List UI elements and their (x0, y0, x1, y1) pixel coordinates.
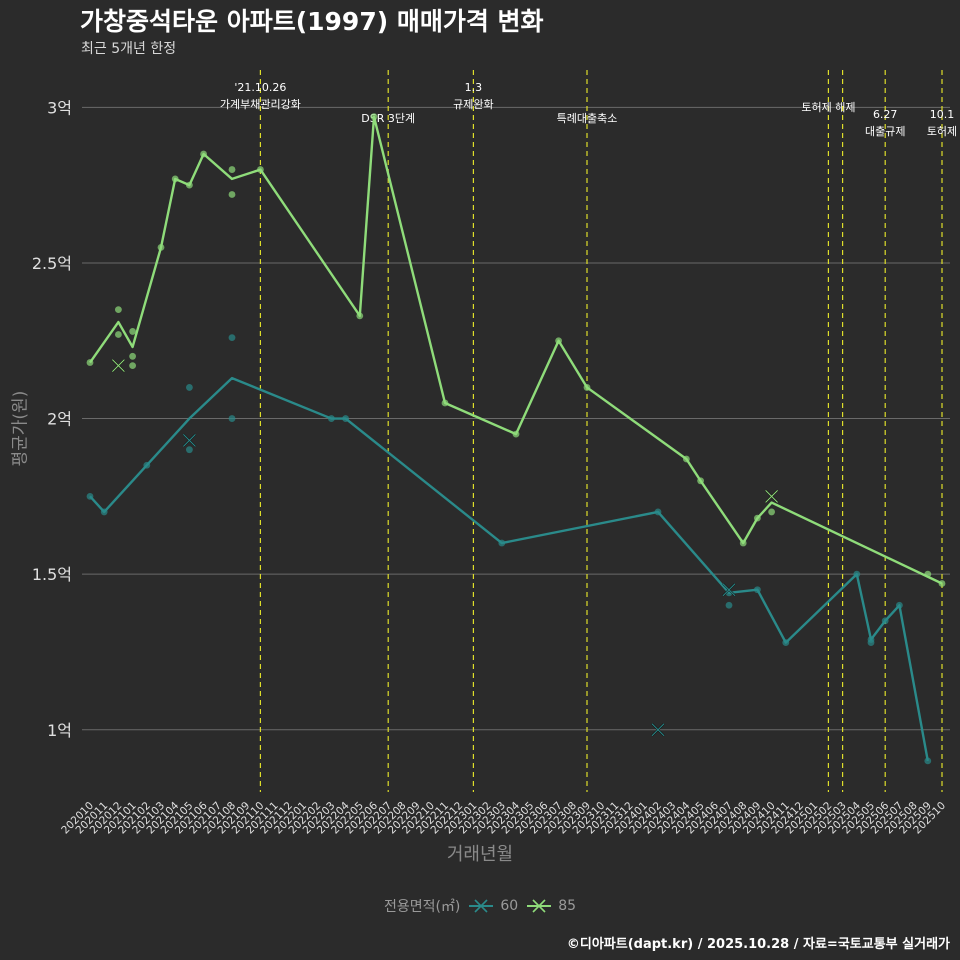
y-axis-label: 평균가(원) (10, 390, 31, 467)
data-point-85 (86, 359, 94, 366)
data-point-60 (782, 639, 790, 647)
cancel-mark-60 (183, 433, 196, 447)
data-point-85 (924, 570, 932, 578)
policy-annotation: 가계부채관리강화 (220, 98, 301, 111)
data-point-60 (881, 617, 889, 625)
policy-annotation: '21.10.26 (234, 81, 286, 94)
cancel-mark-85 (112, 359, 125, 373)
data-point-85 (129, 362, 137, 370)
data-point-85 (129, 352, 137, 360)
data-point-85 (683, 455, 690, 463)
legend-swatch-60 (469, 899, 494, 913)
data-point-60 (100, 508, 108, 516)
data-point-85 (583, 384, 591, 391)
data-point-60 (228, 415, 236, 422)
data-point-85 (200, 150, 208, 158)
source-caption: ©디아파트(dapt.kr) / 2025.10.28 / 자료=국토교통부 실… (566, 937, 950, 952)
policy-annotation: 6.27 (873, 108, 898, 121)
y-tick-label: 3억 (47, 98, 72, 117)
x-axis-label: 거래년월 (446, 844, 514, 865)
data-point-85 (739, 539, 747, 547)
policy-annotation: DSR 3단계 (361, 112, 415, 125)
legend-swatch-85 (527, 899, 552, 913)
cancel-mark-60 (651, 723, 665, 737)
legend-item-60: 60 (468, 898, 518, 914)
legend-title: 전용면적(㎡) (383, 899, 461, 915)
data-point-60 (853, 570, 861, 578)
policy-annotation: 특례대출축소 (557, 112, 618, 125)
data-point-60 (328, 415, 335, 422)
data-point-85 (754, 514, 761, 522)
data-point-85 (115, 306, 122, 314)
data-point-60 (896, 601, 903, 609)
data-point-85 (356, 312, 364, 320)
data-point-85 (512, 430, 520, 438)
cancel-mark-85 (765, 489, 778, 503)
data-point-60 (186, 384, 193, 391)
data-point-85 (129, 328, 137, 335)
data-point-85 (555, 337, 562, 345)
data-point-60 (725, 601, 733, 609)
legend-label-60: 60 (500, 898, 519, 914)
policy-annotation: 토허제 (927, 125, 957, 138)
policy-annotation: 토허제 해제 (801, 100, 855, 114)
series-line-85 (89, 115, 943, 585)
data-point-60 (228, 334, 236, 342)
data-point-85 (768, 508, 775, 516)
policy-annotation: 10.1 (930, 108, 955, 121)
series-line-60 (89, 376, 929, 762)
data-point-60 (86, 492, 94, 500)
data-point-85 (157, 243, 165, 251)
chart-subtitle: 최근 5개년 한정 (81, 41, 177, 57)
chart-title: 가창중석타운 아파트(1997) 매매가격 변화 (80, 7, 544, 36)
data-point-60 (498, 539, 506, 547)
data-point-60 (867, 639, 875, 647)
policy-annotation: 대출규제 (865, 125, 905, 138)
data-point-85 (228, 166, 236, 173)
data-point-85 (186, 181, 193, 189)
policy-annotation: 1.3 (465, 81, 483, 94)
data-point-85 (938, 580, 946, 587)
data-point-60 (754, 586, 761, 594)
data-point-85 (171, 175, 179, 183)
y-tick-label: 2억 (47, 410, 72, 429)
data-point-60 (342, 415, 349, 422)
data-point-85 (697, 477, 704, 485)
data-point-85 (441, 399, 449, 407)
data-point-85 (370, 113, 378, 121)
data-point-60 (186, 446, 193, 454)
data-point-85 (257, 166, 264, 173)
legend: 전용면적(㎡) 60 85 (0, 896, 960, 916)
data-point-60 (654, 508, 662, 516)
data-point-60 (143, 461, 151, 469)
data-point-60 (924, 757, 932, 765)
data-point-85 (115, 331, 122, 338)
y-tick-label: 1억 (47, 721, 72, 740)
data-point-85 (228, 191, 236, 198)
cancel-mark-60 (722, 583, 736, 597)
policy-annotation: 규제완화 (453, 98, 493, 111)
legend-item-85: 85 (526, 898, 576, 914)
y-tick-label: 1.5억 (32, 565, 72, 584)
y-tick-label: 2.5억 (32, 254, 72, 273)
legend-label-85: 85 (558, 898, 577, 914)
